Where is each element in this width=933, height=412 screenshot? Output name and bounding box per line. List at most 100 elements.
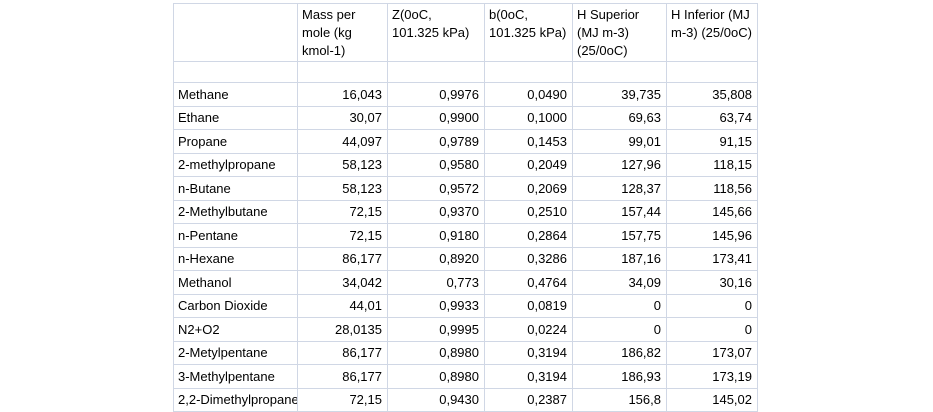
table-row: n-Hexane 86,177 0,8920 0,3286 187,16 173,41 [173, 246, 758, 271]
compound-name-cell: Methanol [173, 270, 298, 295]
table-row: 2-Metylpentane 86,177 0,8980 0,3194 186,82 17… [173, 340, 758, 365]
b-value-cell: 0,1453 [484, 129, 573, 154]
column-header-z: Z(0oC, 101.325 kPa) [387, 3, 485, 62]
table-row: N2+O2 28,0135 0,9995 0,0224 0 0 [173, 317, 758, 342]
b-value-cell: 0,3286 [484, 246, 573, 271]
empty-cell [297, 61, 388, 83]
compound-name-cell: 2-Metylpentane [173, 340, 298, 365]
h-inferior-cell: 0 [666, 293, 758, 318]
h-inferior-cell: 30,16 [666, 270, 758, 295]
b-value-cell: 0,4764 [484, 270, 573, 295]
h-superior-cell: 34,09 [572, 270, 667, 295]
column-header-compound [173, 3, 298, 62]
mass-per-mole-cell: 86,177 [297, 246, 388, 271]
h-superior-cell: 127,96 [572, 152, 667, 177]
empty-cell [173, 61, 298, 83]
table-row: Carbon Dioxide 44,01 0,9933 0,0819 0 0 [173, 293, 758, 318]
z-value-cell: 0,9572 [387, 176, 485, 201]
h-superior-cell: 128,37 [572, 176, 667, 201]
mass-per-mole-cell: 16,043 [297, 82, 388, 107]
h-inferior-cell: 145,66 [666, 199, 758, 224]
h-superior-cell: 186,82 [572, 340, 667, 365]
z-value-cell: 0,9580 [387, 152, 485, 177]
h-inferior-cell: 0 [666, 317, 758, 342]
table-row: Propane 44,097 0,9789 0,1453 99,01 91,15 [173, 129, 758, 154]
table-row: Ethane 30,07 0,9900 0,1000 69,63 63,74 [173, 105, 758, 130]
z-value-cell: 0,773 [387, 270, 485, 295]
compound-name-cell: n-Hexane [173, 246, 298, 271]
h-superior-cell: 69,63 [572, 105, 667, 130]
h-superior-cell: 99,01 [572, 129, 667, 154]
h-inferior-cell: 91,15 [666, 129, 758, 154]
table-row: Methanol 34,042 0,773 0,4764 34,09 30,16 [173, 270, 758, 295]
h-inferior-cell: 63,74 [666, 105, 758, 130]
h-superior-cell: 187,16 [572, 246, 667, 271]
h-superior-cell: 186,93 [572, 364, 667, 389]
b-value-cell: 0,1000 [484, 105, 573, 130]
compound-name-cell: Propane [173, 129, 298, 154]
column-header-mass-per-mole: Mass per mole (kg kmol-1) [297, 3, 388, 62]
empty-cell [484, 61, 573, 83]
mass-per-mole-cell: 30,07 [297, 105, 388, 130]
b-value-cell: 0,0224 [484, 317, 573, 342]
z-value-cell: 0,9180 [387, 223, 485, 248]
b-value-cell: 0,2049 [484, 152, 573, 177]
z-value-cell: 0,8980 [387, 364, 485, 389]
b-value-cell: 0,2864 [484, 223, 573, 248]
table-body: Methane 16,043 0,9976 0,0490 39,735 35,808 Eth… [173, 61, 758, 412]
b-value-cell: 0,2069 [484, 176, 573, 201]
h-superior-cell: 0 [572, 317, 667, 342]
z-value-cell: 0,8980 [387, 340, 485, 365]
column-header-h-inferior: H Inferior (MJ m-3) (25/0oC) [666, 3, 758, 62]
compound-name-cell: Carbon Dioxide [173, 293, 298, 318]
h-inferior-cell: 173,07 [666, 340, 758, 365]
table-row: n-Butane 58,123 0,9572 0,2069 128,37 118,56 [173, 176, 758, 201]
column-header-h-superior: H Superior (MJ m-3) (25/0oC) [572, 3, 667, 62]
compound-name-cell: 2-Methylbutane [173, 199, 298, 224]
compound-name-cell: 3-Methylpentane [173, 364, 298, 389]
b-value-cell: 0,3194 [484, 340, 573, 365]
h-superior-cell: 157,75 [572, 223, 667, 248]
table-row: n-Pentane 72,15 0,9180 0,2864 157,75 145,96 [173, 223, 758, 248]
z-value-cell: 0,9900 [387, 105, 485, 130]
b-value-cell: 0,0819 [484, 293, 573, 318]
b-value-cell: 0,3194 [484, 364, 573, 389]
mass-per-mole-cell: 28,0135 [297, 317, 388, 342]
mass-per-mole-cell: 72,15 [297, 199, 388, 224]
mass-per-mole-cell: 44,097 [297, 129, 388, 154]
empty-cell [387, 61, 485, 83]
header-row: Mass per mole (kg kmol-1) Z(0oC, 101.325… [173, 3, 758, 62]
h-inferior-cell: 173,41 [666, 246, 758, 271]
column-header-b: b(0oC, 101.325 kPa) [484, 3, 573, 62]
z-value-cell: 0,8920 [387, 246, 485, 271]
b-value-cell: 0,0490 [484, 82, 573, 107]
z-value-cell: 0,9789 [387, 129, 485, 154]
compound-name-cell: 2-methylpropane [173, 152, 298, 177]
h-inferior-cell: 35,808 [666, 82, 758, 107]
gas-properties-table: Mass per mole (kg kmol-1) Z(0oC, 101.325… [173, 3, 758, 412]
h-inferior-cell: 118,56 [666, 176, 758, 201]
h-superior-cell: 39,735 [572, 82, 667, 107]
compound-name-cell: N2+O2 [173, 317, 298, 342]
empty-cell [572, 61, 667, 83]
z-value-cell: 0,9976 [387, 82, 485, 107]
z-value-cell: 0,9933 [387, 293, 485, 318]
h-inferior-cell: 173,19 [666, 364, 758, 389]
table-row: 2-Methylbutane 72,15 0,9370 0,2510 157,44 145… [173, 199, 758, 224]
spacer-row [173, 61, 758, 83]
mass-per-mole-cell: 44,01 [297, 293, 388, 318]
mass-per-mole-cell: 58,123 [297, 152, 388, 177]
mass-per-mole-cell: 72,15 [297, 223, 388, 248]
h-inferior-cell: 145,96 [666, 223, 758, 248]
h-inferior-cell: 118,15 [666, 152, 758, 177]
h-superior-cell: 0 [572, 293, 667, 318]
z-value-cell: 0,9370 [387, 199, 485, 224]
h-superior-cell: 157,44 [572, 199, 667, 224]
empty-cell [666, 61, 758, 83]
mass-per-mole-cell: 58,123 [297, 176, 388, 201]
mass-per-mole-cell: 86,177 [297, 364, 388, 389]
table-row: 2-methylpropane 58,123 0,9580 0,2049 127,96 1… [173, 152, 758, 177]
compound-name-cell: Ethane [173, 105, 298, 130]
b-value-cell: 0,2510 [484, 199, 573, 224]
mass-per-mole-cell: 86,177 [297, 340, 388, 365]
